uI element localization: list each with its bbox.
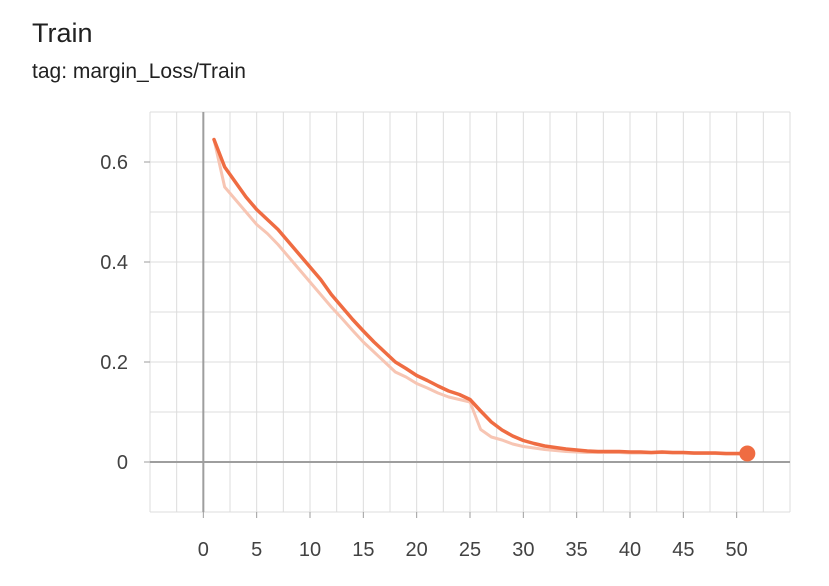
chart-title: Train: [32, 18, 93, 48]
x-tick-label: 15: [352, 539, 374, 561]
x-tick-label: 35: [566, 539, 588, 561]
x-tick-label: 20: [406, 539, 428, 561]
x-tick-label: 45: [672, 539, 694, 561]
y-tick-label: 0: [117, 452, 128, 474]
smoothed-series-line: [212, 137, 750, 456]
x-tick-label: 25: [459, 539, 481, 561]
x-tick-label: 30: [512, 539, 534, 561]
series: [212, 137, 756, 462]
y-tick-label: 0.6: [100, 152, 128, 174]
x-tick-label: 0: [198, 539, 209, 561]
chart-tag: tag: margin_Loss/Train: [32, 60, 246, 83]
axes: [144, 112, 790, 518]
x-tick-label: 50: [726, 539, 748, 561]
y-tick-label: 0.4: [100, 252, 128, 274]
x-tick-label: 5: [251, 539, 262, 561]
tick-labels: 0 5 10 15 20 25 30 35 40 45 50 0 0.2 0.4 0.6: [100, 152, 748, 561]
y-tick-label: 0.2: [100, 352, 128, 374]
raw-series-line: [212, 138, 749, 456]
x-tick-label: 10: [299, 539, 321, 561]
last-point-marker: [739, 445, 756, 462]
x-tick-label: 40: [619, 539, 641, 561]
